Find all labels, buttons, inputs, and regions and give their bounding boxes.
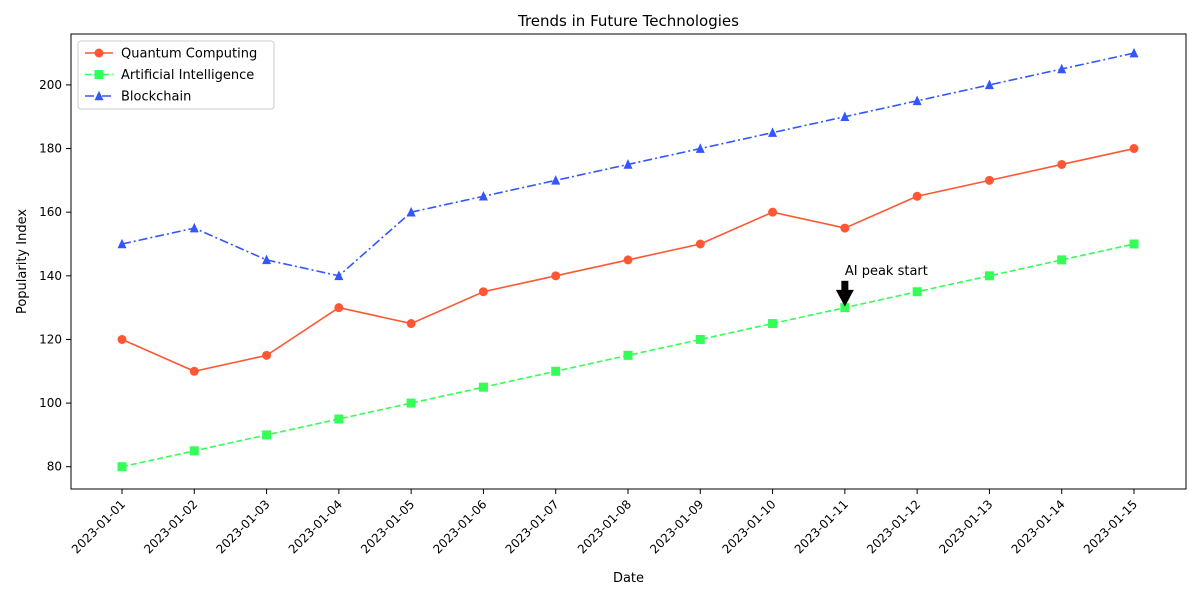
square-marker [262,430,272,440]
square-marker [334,414,344,424]
triangle-marker [334,270,344,281]
y-tick-label: 180 [39,142,62,156]
circle-marker [840,223,850,233]
circle-marker [551,271,561,281]
square-marker [1057,255,1067,265]
triangle-marker [189,222,199,233]
y-tick-label: 120 [39,332,62,346]
x-tick-label: 2023-01-10 [719,497,778,556]
y-tick-label: 160 [39,205,62,219]
triangle-marker [1129,47,1139,58]
x-tick-label: 2023-01-11 [792,497,851,556]
triangle-marker [117,238,127,249]
legend-item: Quantum Computing [85,47,257,62]
square-marker [695,334,705,344]
circle-marker [1129,144,1139,154]
down-arrow-icon [835,280,854,307]
triangle-marker [912,95,922,106]
triangle-marker [551,175,561,185]
arrow-shaft [841,280,849,291]
series-blockchain [117,47,1139,281]
x-tick-label: 2023-01-03 [213,497,272,556]
legend-box [77,40,275,110]
x-tick-label: 2023-01-02 [141,497,200,556]
series-group [117,47,1139,472]
triangle-marker [623,159,633,169]
square-marker [768,319,778,329]
x-tick-label: 2023-01-13 [936,497,995,556]
triangle-marker [840,111,850,122]
circle-marker [1057,159,1067,169]
triangle-marker [1057,63,1067,74]
square-marker [551,366,561,376]
annotation-label: AI peak start [845,264,928,279]
triangle-marker [695,143,705,153]
y-tick-label: 200 [39,78,62,92]
x-tick-label: 2023-01-07 [503,497,562,556]
square-marker [189,446,199,456]
circle-marker [262,350,272,360]
legend: Quantum Computing Artificial Intelligence… [77,40,275,110]
circle-marker [406,319,416,329]
arrow-head [835,289,854,307]
legend-item: Blockchain [85,90,191,105]
triangle-marker [478,190,488,201]
x-tick-label: 2023-01-09 [647,497,706,556]
triangle-marker [94,90,104,101]
circle-marker [189,366,199,376]
square-marker [478,382,488,392]
x-tick-label: 2023-01-06 [430,497,489,556]
triangle-marker [406,206,416,217]
circle-marker [768,207,778,217]
x-tick-label: 2023-01-01 [69,497,128,556]
circle-marker [94,48,104,58]
legend-item: Artificial Intelligence [85,68,254,83]
x-tick-label: 2023-01-04 [286,497,345,556]
square-marker [406,398,416,408]
x-tick-label: 2023-01-12 [864,497,923,556]
annotation-group: AI peak start [835,264,928,307]
x-tick-label: 2023-01-15 [1081,497,1140,556]
triangle-marker [768,127,778,137]
axes: 80 100 120 140 160 180 200 2023-01-01 2023-01-02… [39,33,1187,556]
circle-marker [334,303,344,313]
y-tick-label: 80 [47,460,62,474]
triangle-marker [262,254,272,265]
y-axis-title: Popularity Index [15,209,30,314]
circle-marker [623,255,633,265]
x-tick-label: 2023-01-14 [1009,497,1068,556]
series-artificial-intelligence [117,239,1139,472]
x-axis-title: Date [613,571,644,586]
x-tick-label: 2023-01-05 [358,497,417,556]
circle-marker [984,175,994,185]
legend-label: Blockchain [121,90,191,105]
y-tick-label: 140 [39,269,62,283]
y-tick-label: 100 [39,396,62,410]
chart-title: Trends in Future Technologies [517,12,739,30]
circle-marker [478,287,488,297]
square-marker [1129,239,1139,249]
square-marker [840,303,850,313]
square-marker [623,350,633,360]
square-marker [94,70,104,79]
square-marker [912,287,922,297]
circle-marker [695,239,705,249]
legend-label: Artificial Intelligence [121,68,254,83]
square-marker [117,462,127,472]
series-quantum-computing [117,144,1139,376]
x-tick-label: 2023-01-08 [575,497,634,556]
triangle-marker [984,79,994,90]
square-marker [984,271,994,281]
circle-marker [912,191,922,201]
legend-label: Quantum Computing [121,47,257,62]
circle-marker [117,334,127,344]
